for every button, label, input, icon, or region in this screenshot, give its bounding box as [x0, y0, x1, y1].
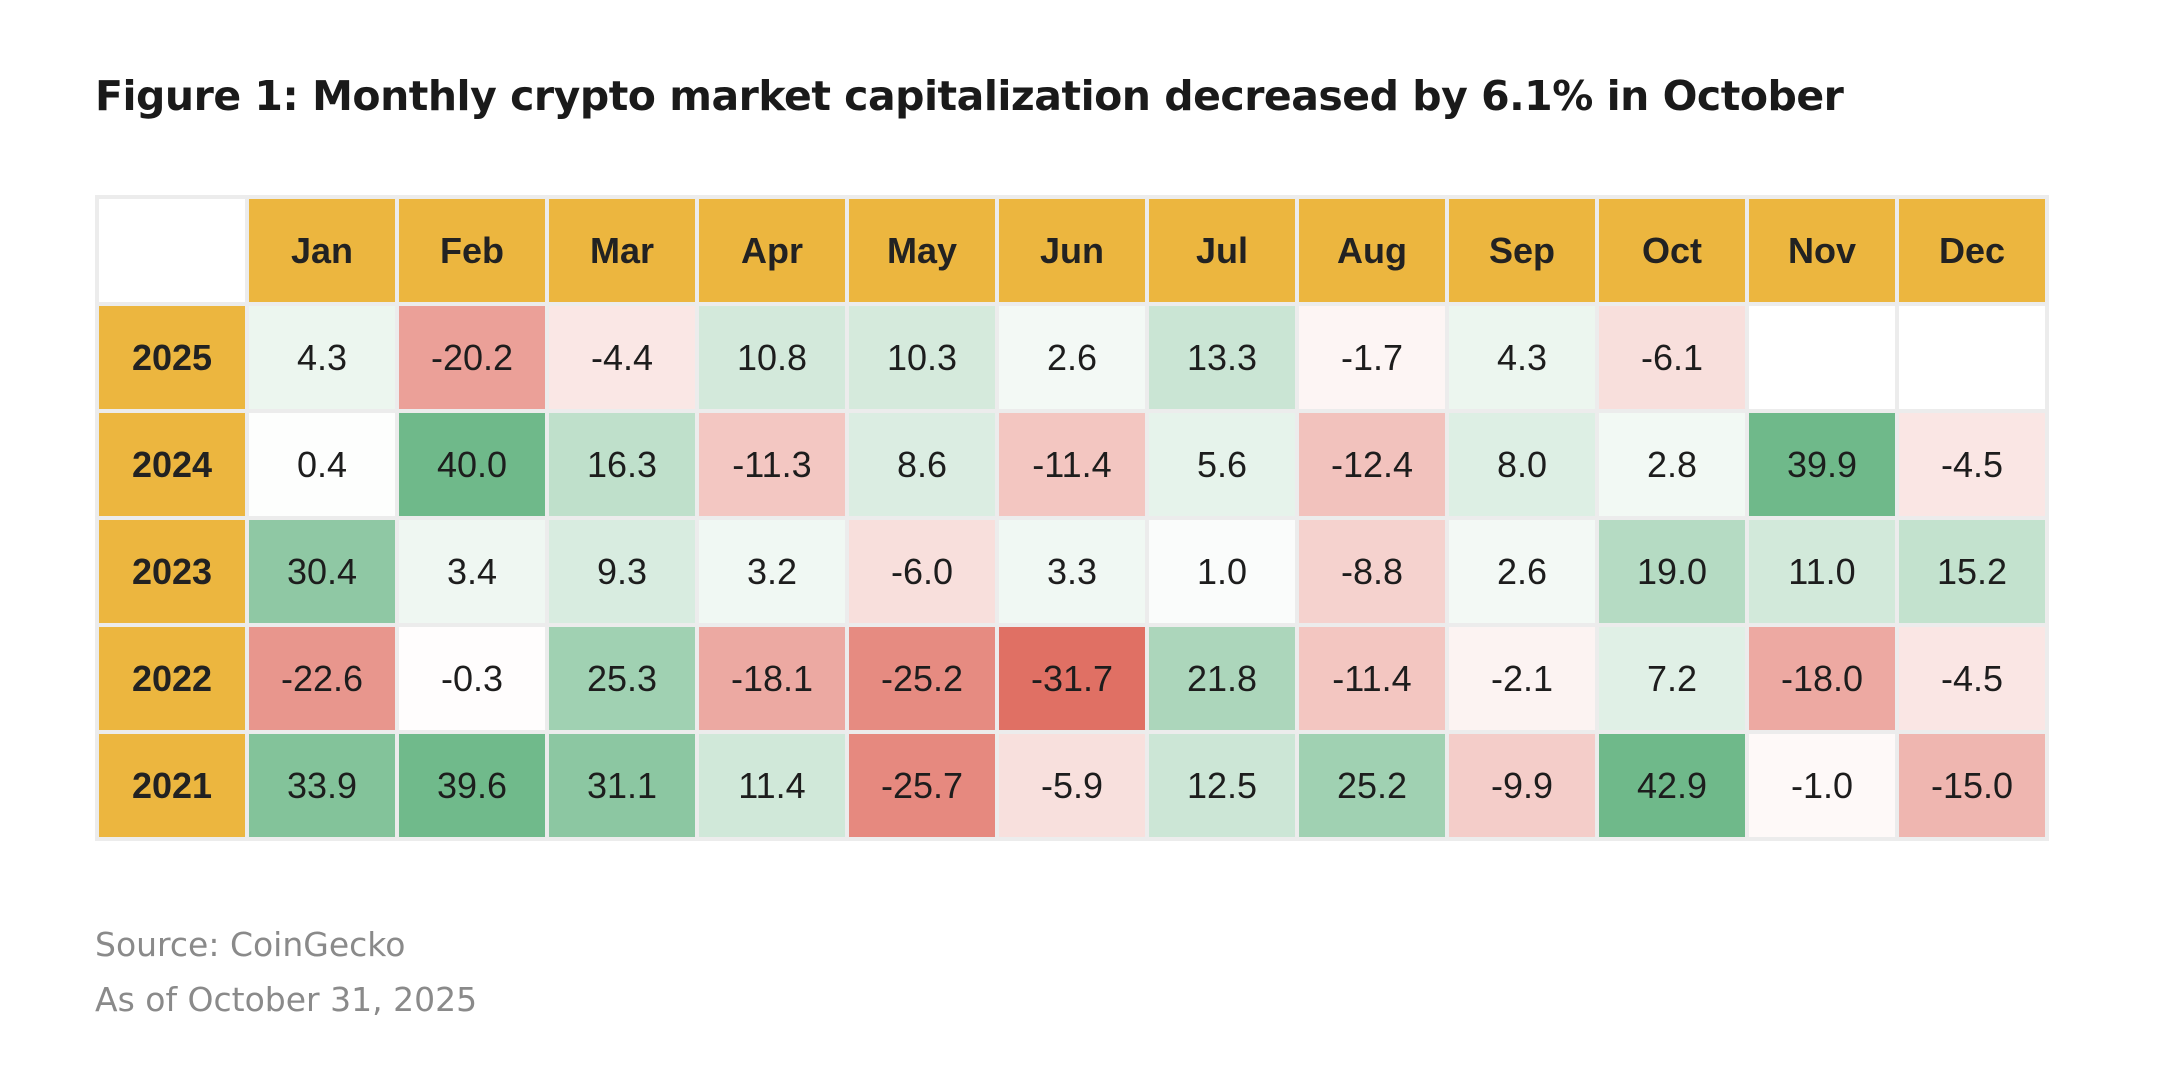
- heatmap-cell-2022-apr: -18.1: [695, 623, 849, 734]
- heatmap-cell-2025-aug: -1.7: [1295, 302, 1449, 413]
- month-header-mar: Mar: [545, 195, 699, 306]
- heatmap-cell-2025-may: 10.3: [845, 302, 999, 413]
- heatmap-cell-2022-jan: -22.6: [245, 623, 399, 734]
- heatmap-cell-2021-feb: 39.6: [395, 730, 549, 841]
- heatmap-cell-2024-nov: 39.9: [1745, 409, 1899, 520]
- month-header-aug: Aug: [1295, 195, 1449, 306]
- heatmap-cell-2023-nov: 11.0: [1745, 516, 1899, 627]
- heatmap-cell-2023-jun: 3.3: [995, 516, 1149, 627]
- heatmap-cell-2024-jul: 5.6: [1145, 409, 1299, 520]
- chart-title: Figure 1: Monthly crypto market capitali…: [95, 72, 1844, 120]
- heatmap-cell-2025-sep: 4.3: [1445, 302, 1599, 413]
- heatmap-cell-2023-jan: 30.4: [245, 516, 399, 627]
- heatmap-cell-2025-apr: 10.8: [695, 302, 849, 413]
- as-of-note: As of October 31, 2025: [95, 980, 478, 1019]
- heatmap-cell-2022-feb: -0.3: [395, 623, 549, 734]
- corner-cell: [95, 195, 249, 306]
- heatmap-cell-2024-feb: 40.0: [395, 409, 549, 520]
- heatmap-cell-2023-mar: 9.3: [545, 516, 699, 627]
- heatmap-cell-2024-mar: 16.3: [545, 409, 699, 520]
- heatmap-cell-2021-jul: 12.5: [1145, 730, 1299, 841]
- heatmap-cell-2025-jul: 13.3: [1145, 302, 1299, 413]
- month-header-jul: Jul: [1145, 195, 1299, 306]
- month-header-jun: Jun: [995, 195, 1149, 306]
- heatmap-cell-2024-oct: 2.8: [1595, 409, 1749, 520]
- heatmap-cell-2023-feb: 3.4: [395, 516, 549, 627]
- heatmap-cell-2025-jan: 4.3: [245, 302, 399, 413]
- heatmap-cell-2021-dec: -15.0: [1895, 730, 2049, 841]
- heatmap-cell-2021-mar: 31.1: [545, 730, 699, 841]
- year-label-2025: 2025: [95, 302, 249, 413]
- month-header-feb: Feb: [395, 195, 549, 306]
- heatmap-body: 2025 4.3 -20.2 -4.4 10.8 10.3 2.6 13.3 -1.7 4.3 -6…: [95, 302, 2049, 841]
- month-header-may: May: [845, 195, 999, 306]
- heatmap-cell-2024-apr: -11.3: [695, 409, 849, 520]
- year-label-2024: 2024: [95, 409, 249, 520]
- year-label-2022: 2022: [95, 623, 249, 734]
- heatmap-cell-2024-sep: 8.0: [1445, 409, 1599, 520]
- heatmap-cell-2022-oct: 7.2: [1595, 623, 1749, 734]
- heatmap-cell-2023-apr: 3.2: [695, 516, 849, 627]
- heatmap-cell-2022-jul: 21.8: [1145, 623, 1299, 734]
- heatmap-cell-2021-nov: -1.0: [1745, 730, 1899, 841]
- heatmap-cell-2025-oct: -6.1: [1595, 302, 1749, 413]
- heatmap-cell-2021-jun: -5.9: [995, 730, 1149, 841]
- year-label-2021: 2021: [95, 730, 249, 841]
- heatmap-cell-2025-dec: [1895, 302, 2049, 413]
- heatmap-cell-2021-jan: 33.9: [245, 730, 399, 841]
- heatmap-cell-2022-sep: -2.1: [1445, 623, 1599, 734]
- month-header-apr: Apr: [695, 195, 849, 306]
- heatmap-cell-2021-aug: 25.2: [1295, 730, 1449, 841]
- year-row-2022: 2022 -22.6 -0.3 25.3 -18.1 -25.2 -31.7 21.8 -11.…: [95, 623, 2049, 734]
- heatmap-cell-2022-mar: 25.3: [545, 623, 699, 734]
- heatmap-cell-2024-dec: -4.5: [1895, 409, 2049, 520]
- heatmap-cell-2022-aug: -11.4: [1295, 623, 1449, 734]
- heatmap-cell-2023-may: -6.0: [845, 516, 999, 627]
- month-header-jan: Jan: [245, 195, 399, 306]
- heatmap-cell-2023-dec: 15.2: [1895, 516, 2049, 627]
- year-row-2023: 2023 30.4 3.4 9.3 3.2 -6.0 3.3 1.0 -8.8 2.6 19.0 11…: [95, 516, 2049, 627]
- month-header-sep: Sep: [1445, 195, 1599, 306]
- year-row-2024: 2024 0.4 40.0 16.3 -11.3 8.6 -11.4 5.6 -12.4 8.0 2…: [95, 409, 2049, 520]
- year-row-2025: 2025 4.3 -20.2 -4.4 10.8 10.3 2.6 13.3 -1.7 4.3 -6…: [95, 302, 2049, 413]
- heatmap-cell-2024-jun: -11.4: [995, 409, 1149, 520]
- month-header-dec: Dec: [1895, 195, 2049, 306]
- heatmap-cell-2024-aug: -12.4: [1295, 409, 1449, 520]
- heatmap-cell-2024-may: 8.6: [845, 409, 999, 520]
- year-label-2023: 2023: [95, 516, 249, 627]
- heatmap-cell-2025-mar: -4.4: [545, 302, 699, 413]
- heatmap-cell-2021-oct: 42.9: [1595, 730, 1749, 841]
- source-note: Source: CoinGecko: [95, 925, 406, 964]
- heatmap-cell-2021-may: -25.7: [845, 730, 999, 841]
- month-header-row: Jan Feb Mar Apr May Jun Jul Aug Sep Oct Nov Dec: [95, 195, 2049, 306]
- heatmap-cell-2022-may: -25.2: [845, 623, 999, 734]
- heatmap-cell-2022-dec: -4.5: [1895, 623, 2049, 734]
- heatmap-cell-2023-jul: 1.0: [1145, 516, 1299, 627]
- heatmap-table: Jan Feb Mar Apr May Jun Jul Aug Sep Oct Nov Dec 202…: [95, 195, 2049, 841]
- heatmap-cell-2025-nov: [1745, 302, 1899, 413]
- month-header-oct: Oct: [1595, 195, 1749, 306]
- heatmap-cell-2023-aug: -8.8: [1295, 516, 1449, 627]
- heatmap-cell-2022-nov: -18.0: [1745, 623, 1899, 734]
- heatmap-cell-2023-sep: 2.6: [1445, 516, 1599, 627]
- year-row-2021: 2021 33.9 39.6 31.1 11.4 -25.7 -5.9 12.5 25.2 -9.…: [95, 730, 2049, 841]
- month-header-nov: Nov: [1745, 195, 1899, 306]
- heatmap-cell-2021-apr: 11.4: [695, 730, 849, 841]
- heatmap-cell-2021-sep: -9.9: [1445, 730, 1599, 841]
- heatmap-cell-2025-jun: 2.6: [995, 302, 1149, 413]
- heatmap-cell-2022-jun: -31.7: [995, 623, 1149, 734]
- heatmap-cell-2024-jan: 0.4: [245, 409, 399, 520]
- heatmap-cell-2025-feb: -20.2: [395, 302, 549, 413]
- heatmap-cell-2023-oct: 19.0: [1595, 516, 1749, 627]
